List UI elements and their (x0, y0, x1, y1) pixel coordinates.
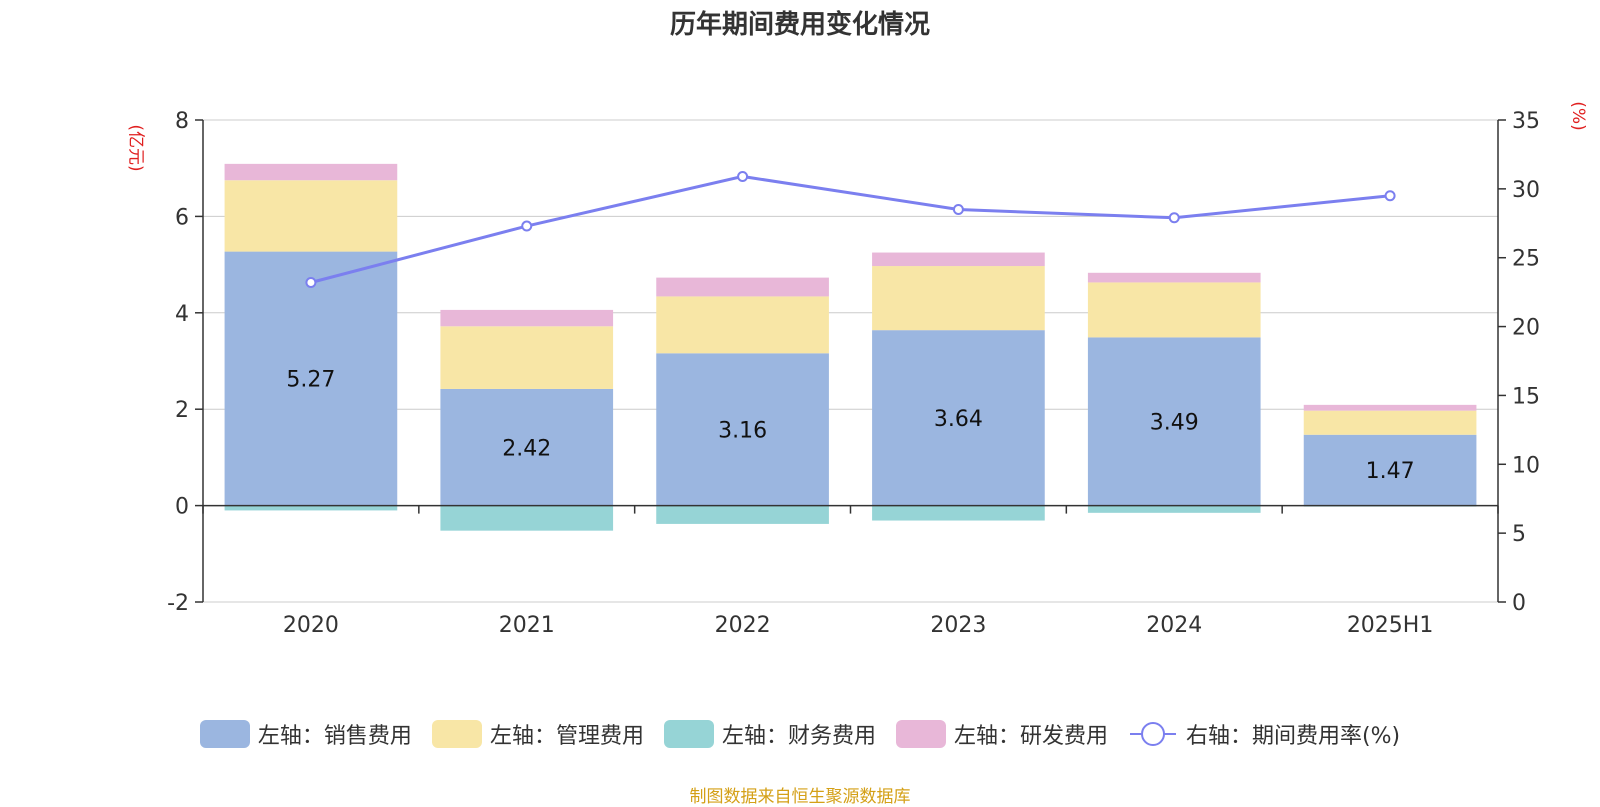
right-axis-tick-label: 0 (1512, 591, 1526, 616)
bar-segment (1303, 404, 1477, 411)
bar-segment (224, 505, 398, 511)
bar-segment (440, 326, 614, 389)
x-axis-tick-label: 2024 (1146, 613, 1202, 638)
legend-item-expense-rate[interactable]: 右轴：期间费用率(%) (1128, 718, 1400, 750)
data-label: 3.49 (1150, 410, 1199, 435)
bar-segment (656, 296, 829, 354)
bar-segment (656, 277, 829, 297)
bar-segment (224, 163, 398, 181)
legend-item-rnd[interactable]: 左轴：研发费用 (895, 718, 1108, 750)
bar-segment (1303, 410, 1477, 435)
legend-label-rnd: 左轴：研发费用 (953, 724, 1108, 749)
data-label: 1.47 (1366, 459, 1415, 484)
x-axis-tick-label: 2025H1 (1347, 613, 1434, 638)
expense-rate-point (305, 277, 317, 289)
x-axis-tick-label: 2021 (499, 613, 555, 638)
left-axis-tick-label: 8 (175, 109, 189, 134)
legend-swatch-admin (431, 720, 482, 748)
chart-title: 历年期间费用变化情况 (669, 10, 930, 40)
x-axis-tick-label: 2020 (283, 613, 339, 638)
right-axis-tick-label: 5 (1512, 522, 1526, 547)
data-label: 3.64 (934, 407, 983, 432)
expense-rate-point (1168, 212, 1180, 224)
source-note: 制图数据来自恒生聚源数据库 (689, 787, 911, 807)
right-axis-tick-label: 35 (1512, 109, 1540, 134)
legend-item-sales[interactable]: 左轴：销售费用 (199, 718, 412, 750)
bar-segment (1087, 337, 1261, 506)
legend-item-admin[interactable]: 左轴：管理费用 (431, 718, 644, 750)
x-axis-tick-label: 2023 (930, 613, 986, 638)
right-axis-tick-label: 25 (1512, 247, 1540, 272)
legend-label-expense-rate: 右轴：期间费用率(%) (1185, 724, 1401, 749)
bar-segment (440, 505, 614, 531)
expense-rate-point (737, 170, 749, 182)
left-axis-tick-label: 0 (175, 495, 189, 520)
left-axis-tick-label: 2 (175, 398, 189, 423)
legend-swatch-expense-rate (1129, 722, 1176, 746)
bar-segment (872, 266, 1045, 331)
data-label: 2.42 (502, 436, 551, 461)
right-axis-tick-label: 10 (1512, 453, 1540, 478)
legend-swatch-rnd (895, 720, 946, 748)
bar-segment (1087, 272, 1261, 283)
data-label: 5.27 (286, 368, 335, 393)
bar-segment (872, 330, 1045, 506)
expense-rate-point (521, 220, 533, 232)
left-axis-tick-label: 4 (175, 302, 189, 327)
x-axis-tick-label: 2022 (715, 613, 771, 638)
bar-segment (440, 388, 614, 506)
expense-rate-point (952, 204, 964, 216)
bar-segment (1087, 505, 1261, 513)
expense-rate-point (1384, 190, 1396, 202)
bar-segment (872, 505, 1045, 521)
expense-rate-line (310, 174, 1391, 284)
bar-segment (440, 309, 614, 327)
left-axis-tick-label: -2 (167, 591, 189, 616)
legend-swatch-sales (199, 720, 250, 748)
bar-segment (224, 251, 398, 506)
legend-item-finance[interactable]: 左轴：财务费用 (663, 718, 876, 750)
legend-label-admin: 左轴：管理费用 (489, 724, 644, 749)
bar-segment (872, 252, 1045, 267)
legend: 左轴：销售费用 左轴：管理费用 左轴：财务费用 左轴：研发费用 右轴：期间费用率… (0, 718, 1600, 750)
bar-segment (224, 180, 398, 252)
bar-segment (656, 505, 829, 524)
right-axis-tick-label: 15 (1512, 384, 1540, 409)
legend-label-finance: 左轴：财务费用 (721, 724, 876, 749)
right-axis-tick-label: 20 (1512, 316, 1540, 341)
data-label: 3.16 (718, 418, 767, 443)
bar-segment (1303, 434, 1477, 506)
bar-segment (1087, 282, 1261, 338)
bar-segment (656, 353, 829, 506)
legend-label-sales: 左轴：销售费用 (257, 724, 412, 749)
left-axis-tick-label: 6 (175, 205, 189, 230)
right-axis-tick-label: 30 (1512, 178, 1540, 203)
legend-swatch-finance (663, 720, 714, 748)
